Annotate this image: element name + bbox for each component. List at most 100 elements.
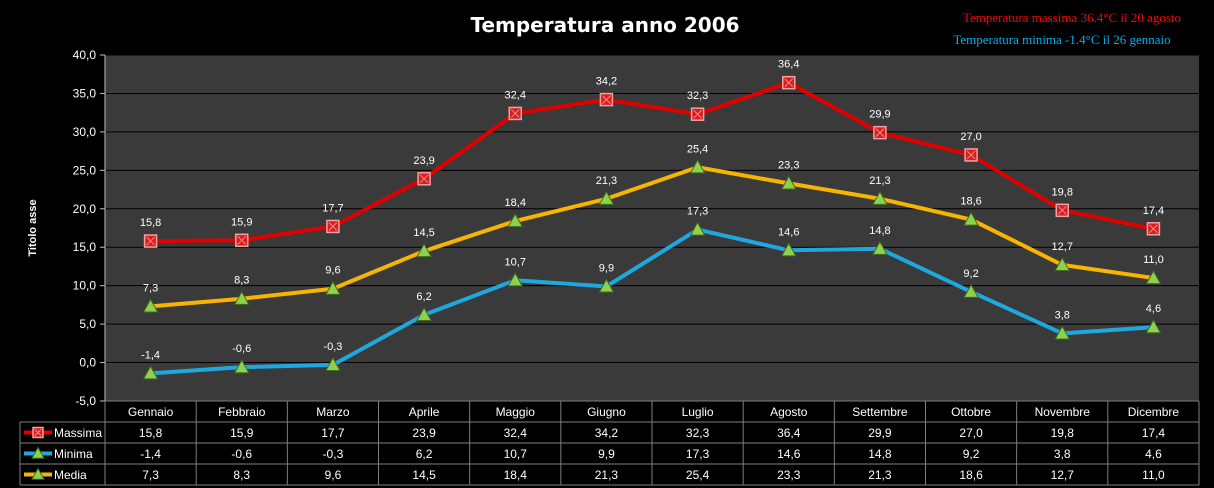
legend-marker-massima <box>32 426 44 439</box>
y-tick-label: 5,0 <box>79 317 96 331</box>
data-label-media: 18,4 <box>505 197 526 209</box>
marker-minima <box>963 283 979 298</box>
marker-media <box>507 213 524 228</box>
data-label-massima: 27,0 <box>960 131 981 143</box>
data-label-minima: 3,8 <box>1055 309 1070 321</box>
x-tick-label: Aprile <box>409 405 440 419</box>
marker-massima-cross <box>693 109 702 119</box>
table-cell-minima: -0,6 <box>231 447 252 461</box>
data-label-massima: 36,4 <box>778 59 799 71</box>
marker-minima-shape <box>689 221 706 236</box>
table-cell-minima: 14,8 <box>868 447 892 461</box>
marker-massima <box>326 219 340 234</box>
data-label-minima: 9,9 <box>599 262 614 274</box>
marker-media <box>1054 256 1071 272</box>
data-label-media: 25,4 <box>687 143 708 155</box>
x-tick-label: Agosto <box>770 405 808 419</box>
marker-minima-shape <box>507 272 524 287</box>
marker-minima <box>233 359 250 374</box>
table-cell-media: 23,3 <box>777 468 801 482</box>
marker-media <box>872 190 888 205</box>
x-tick-label: Dicembre <box>1128 405 1180 419</box>
table-cell-media: 7,3 <box>142 468 159 482</box>
y-tick-label: 15,0 <box>73 240 97 254</box>
data-label-minima: 9,2 <box>963 268 978 280</box>
marker-minima-shape <box>1145 319 1162 334</box>
table-cell-minima: 6,2 <box>416 447 433 461</box>
table-cell-massima: 34,2 <box>595 426 619 440</box>
data-label-minima: 10,7 <box>505 256 526 268</box>
data-label-media: 23,3 <box>778 159 799 171</box>
table-cell-media: 18,6 <box>959 468 983 482</box>
table-cell-massima: 17,7 <box>321 426 345 440</box>
marker-minima <box>507 272 524 287</box>
legend-marker-media-shape <box>31 467 45 480</box>
x-tick-label: Febbraio <box>218 405 266 419</box>
legend-label-massima: Massima <box>54 426 102 440</box>
y-axis-label: Titolo asse <box>27 199 39 256</box>
data-label-massima: 34,2 <box>596 76 617 88</box>
y-tick-label: 30,0 <box>73 125 97 139</box>
marker-media-shape <box>1054 256 1071 272</box>
data-label-media: 9,6 <box>325 265 340 277</box>
marker-media <box>963 211 979 226</box>
legend-marker-media <box>31 467 45 480</box>
table-cell-massima: 29,9 <box>868 426 892 440</box>
marker-minima <box>325 356 341 371</box>
table-cell-media: 11,0 <box>1142 468 1165 482</box>
legend-label-media: Media <box>54 468 87 482</box>
marker-media-shape <box>689 159 706 174</box>
data-label-media: 12,7 <box>1052 241 1073 253</box>
marker-media-shape <box>233 290 250 305</box>
marker-media-shape <box>872 190 888 205</box>
data-label-media: 21,3 <box>869 175 890 187</box>
marker-minima-shape <box>233 359 250 374</box>
data-label-massima: 17,4 <box>1143 205 1164 217</box>
legend-label-minima: Minima <box>54 447 93 461</box>
table-cell-media: 9,6 <box>325 468 342 482</box>
table-cell-massima: 32,3 <box>686 426 710 440</box>
data-label-massima: 32,3 <box>687 90 708 102</box>
table-cell-minima: 17,3 <box>686 447 710 461</box>
marker-media <box>142 298 159 313</box>
marker-massima <box>599 92 614 107</box>
y-tick-label: 10,0 <box>73 279 97 293</box>
marker-massima-cross <box>1149 224 1158 234</box>
table-cell-massima: 17,4 <box>1142 426 1166 440</box>
annotation-max: Temperatura massima 36.4°C il 20 agosto <box>963 10 1181 25</box>
legend-marker-minima <box>31 446 45 459</box>
series-lines <box>150 80 1154 376</box>
marker-massima <box>508 106 522 121</box>
marker-media-shape <box>416 243 432 258</box>
marker-minima-shape <box>325 356 341 371</box>
marker-media-shape <box>1145 269 1162 285</box>
marker-minima <box>1054 325 1071 340</box>
x-tick-label: Novembre <box>1035 405 1091 419</box>
y-tick-label: 0,0 <box>79 356 96 370</box>
x-tick-label: Marzo <box>316 405 350 419</box>
marker-minima-shape <box>780 242 797 257</box>
table-cell-media: 21,3 <box>868 468 892 482</box>
data-label-massima: 23,9 <box>413 155 434 167</box>
data-label-media: 8,3 <box>234 275 249 287</box>
data-label-massima: 15,9 <box>231 216 252 228</box>
table-cell-media: 18,4 <box>504 468 528 482</box>
marker-minima-shape <box>142 365 159 380</box>
table-cell-massima: 19,8 <box>1051 426 1075 440</box>
table-cell-minima: -1,4 <box>140 447 161 461</box>
marker-media <box>780 175 797 190</box>
marker-minima <box>689 221 706 236</box>
table-cell-minima: 9,9 <box>598 447 615 461</box>
data-label-media: 7,3 <box>143 282 158 294</box>
data-label-minima: 6,2 <box>416 291 431 303</box>
marker-massima-cross <box>966 150 976 160</box>
data-label-minima: -0,6 <box>232 343 251 355</box>
marker-media-shape <box>507 213 524 228</box>
data-label-minima: -0,3 <box>323 341 342 353</box>
marker-massima <box>873 125 887 140</box>
x-tick-label: Settembre <box>852 405 908 419</box>
marker-minima-shape <box>1054 325 1071 340</box>
marker-massima-cross <box>419 174 429 184</box>
